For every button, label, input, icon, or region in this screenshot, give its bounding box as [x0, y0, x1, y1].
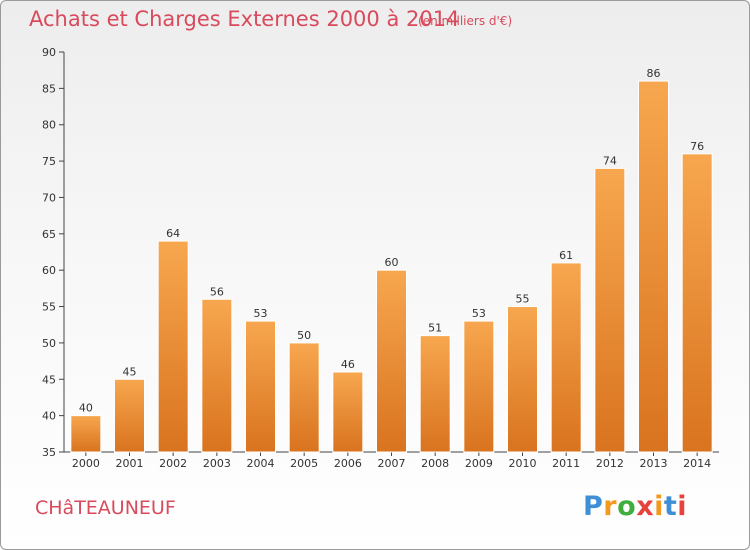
value-label-2011: 61 — [559, 249, 573, 262]
x-axis: 2000 2001 2002 2003 2004 2005 2006 2007 2008 2009… — [64, 451, 719, 470]
logo-letter: i — [654, 491, 664, 522]
x-tick-label: 2002 — [159, 457, 187, 470]
bar-2000 — [70, 415, 102, 453]
y-tick-label: 50 — [42, 337, 56, 350]
y-tick-label: 65 — [42, 228, 56, 241]
x-tick-label: 2009 — [465, 457, 493, 470]
bar-2002 — [157, 240, 189, 453]
x-tick-label: 2013 — [640, 457, 668, 470]
value-label-2001: 45 — [123, 365, 137, 378]
y-axis: 35 40 45 50 55 60 65 70 75 80 85 90 — [42, 46, 65, 459]
value-label-2009: 53 — [472, 307, 486, 320]
x-tick-label: 2001 — [116, 457, 144, 470]
bar-2001 — [114, 378, 145, 453]
x-tick-label: 2004 — [247, 457, 275, 470]
bar-2007 — [376, 269, 407, 453]
logo-letter: i — [677, 491, 688, 522]
x-tick-label: 2008 — [421, 457, 449, 470]
x-tick-label: 2010 — [509, 457, 537, 470]
value-label-2003: 56 — [210, 285, 224, 298]
logo-letter: r — [603, 491, 618, 522]
chart-title: Achats et Charges Externes 2000 à 2014 — [29, 7, 460, 31]
y-tick-label: 45 — [42, 373, 56, 386]
value-label-2013: 86 — [647, 67, 661, 80]
x-tick-label: 2003 — [203, 457, 231, 470]
y-tick-label: 75 — [42, 155, 56, 168]
x-tick-label: 2005 — [290, 457, 318, 470]
logo-letter: o — [617, 491, 637, 522]
x-tick-label: 2007 — [378, 457, 406, 470]
value-label-2007: 60 — [385, 256, 399, 269]
value-label-2004: 53 — [254, 307, 268, 320]
logo-letter: x — [636, 491, 655, 522]
x-tick-label: 2012 — [596, 457, 624, 470]
chart-subtitle: (en milliers d'€) — [418, 14, 513, 28]
y-tick-label: 35 — [42, 446, 56, 459]
bar-2008 — [419, 335, 451, 453]
value-label-2012: 74 — [603, 154, 617, 167]
bar-2011 — [550, 262, 582, 453]
bar-2005 — [288, 342, 320, 453]
town-name: CHâTEAUNEUF — [35, 497, 176, 519]
value-label-2005: 50 — [297, 329, 311, 342]
x-tick-label: 2000 — [72, 457, 100, 470]
x-tick-label: 2006 — [334, 457, 362, 470]
y-tick-label: 40 — [42, 410, 56, 423]
value-label-2000: 40 — [79, 402, 93, 415]
y-tick-label: 80 — [42, 119, 56, 132]
value-label-2006: 46 — [341, 358, 355, 371]
bar-2003 — [201, 298, 233, 453]
value-label-2002: 64 — [166, 227, 180, 240]
value-label-2010: 55 — [516, 293, 530, 306]
logo-letter: P — [583, 491, 604, 522]
bars: 40 45 64 56 53 50 46 60 51 53 55 61 74 86 76 — [70, 67, 713, 453]
x-tick-label: 2014 — [683, 457, 711, 470]
logo-letter: t — [663, 491, 678, 522]
bar-2013 — [638, 80, 669, 453]
y-tick-label: 60 — [42, 264, 56, 277]
y-tick-label: 85 — [42, 82, 56, 95]
proxiti-logo[interactable]: Proxiti — [583, 491, 687, 522]
value-label-2014: 76 — [690, 140, 704, 153]
y-tick-label: 90 — [42, 46, 56, 59]
bar-2014 — [681, 153, 713, 453]
bar-2010 — [507, 306, 538, 453]
x-tick-label: 2011 — [552, 457, 580, 470]
bar-2006 — [332, 371, 364, 453]
bar-2004 — [245, 320, 276, 453]
y-tick-label: 70 — [42, 191, 56, 204]
bar-2009 — [463, 320, 495, 453]
y-tick-label: 55 — [42, 301, 56, 314]
bar-2012 — [594, 167, 626, 453]
value-label-2008: 51 — [428, 322, 442, 335]
